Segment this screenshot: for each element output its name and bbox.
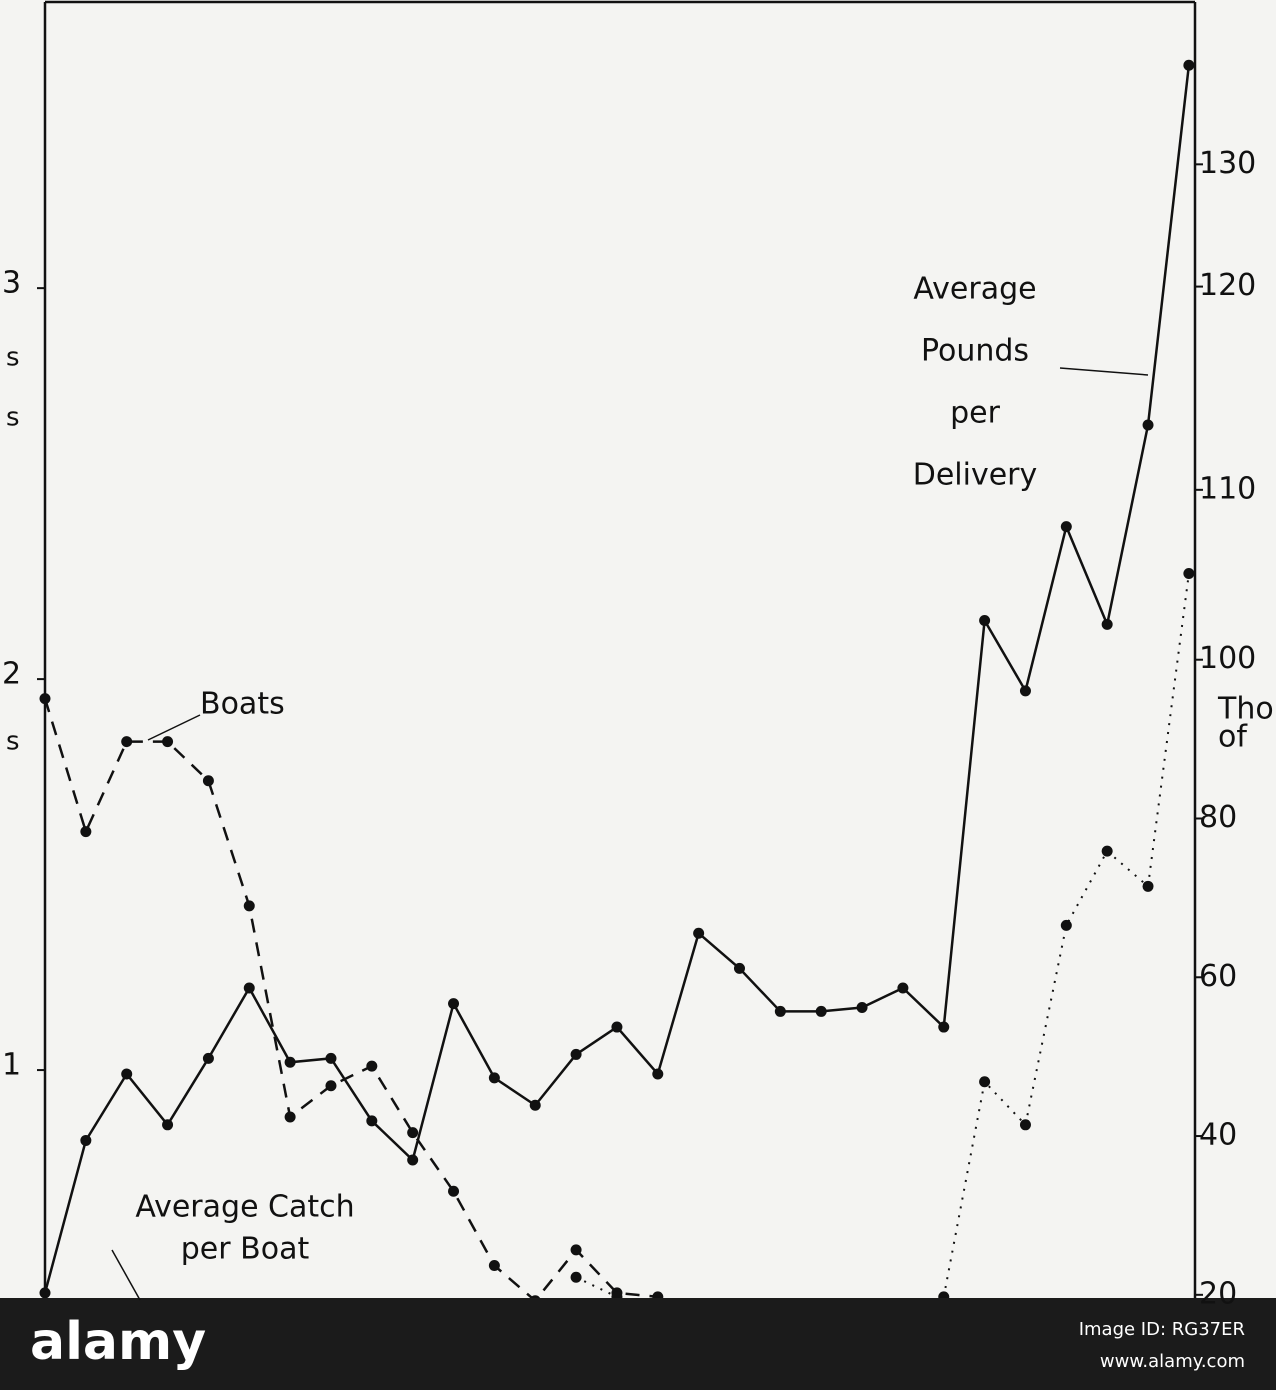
point xyxy=(530,1295,541,1298)
annotation: per xyxy=(950,396,1001,431)
series-line xyxy=(575,1276,618,1298)
point xyxy=(366,1060,378,1072)
watermark-url: www.alamy.com xyxy=(1100,1351,1245,1372)
point xyxy=(243,900,255,912)
point xyxy=(570,1048,582,1060)
point xyxy=(325,1052,337,1064)
annotation-leader xyxy=(1059,367,1149,376)
point xyxy=(39,693,51,705)
y2-tick-label: 40 xyxy=(1199,1118,1237,1153)
point xyxy=(366,1115,378,1127)
point xyxy=(815,1005,827,1017)
point xyxy=(611,1291,623,1298)
point xyxy=(1101,845,1113,857)
point xyxy=(693,927,705,939)
background xyxy=(0,0,1276,1298)
point xyxy=(80,826,92,838)
annotation: of xyxy=(1218,720,1248,755)
point xyxy=(570,1244,582,1256)
point xyxy=(243,982,255,994)
y2-tick-label: 20 xyxy=(1199,1276,1237,1311)
y2-tick-label: 130 xyxy=(1199,146,1256,181)
y2-tick-label: 120 xyxy=(1199,268,1256,303)
point xyxy=(162,736,174,748)
point xyxy=(652,1291,664,1298)
point xyxy=(1019,1119,1031,1131)
point xyxy=(488,1260,500,1272)
point xyxy=(1142,880,1154,892)
point xyxy=(979,614,991,626)
point xyxy=(325,1080,337,1092)
annotation: Pounds xyxy=(921,334,1029,369)
watermark-id: Image ID: RG37ER xyxy=(1079,1319,1245,1340)
annotation: s xyxy=(6,727,20,757)
point xyxy=(284,1056,296,1068)
annotation-leader xyxy=(147,714,201,741)
point xyxy=(1060,919,1072,931)
point xyxy=(938,1291,950,1298)
point xyxy=(897,982,909,994)
point xyxy=(733,962,745,974)
point xyxy=(80,1134,92,1146)
annotation: Boats xyxy=(200,687,285,722)
y2-tick-label: 100 xyxy=(1199,641,1256,676)
point xyxy=(774,1005,786,1017)
point xyxy=(162,1119,174,1131)
point xyxy=(448,998,460,1010)
y2-tick-label: 110 xyxy=(1199,471,1256,506)
point xyxy=(570,1271,582,1283)
point xyxy=(1142,419,1154,431)
point xyxy=(284,1111,296,1123)
point xyxy=(979,1076,991,1088)
point xyxy=(611,1021,623,1033)
y2-tick-label: 80 xyxy=(1199,800,1237,835)
point xyxy=(1019,685,1031,697)
point xyxy=(1183,59,1195,71)
point xyxy=(407,1127,419,1139)
annotation: Average Catch xyxy=(135,1190,354,1225)
point xyxy=(1101,618,1113,630)
point xyxy=(39,1287,51,1298)
annotation: Average xyxy=(913,272,1036,307)
point xyxy=(202,1052,214,1064)
point xyxy=(488,1072,500,1084)
y-tick-label: 2 xyxy=(2,657,21,692)
point xyxy=(121,1068,133,1080)
series-line xyxy=(43,698,658,1298)
point xyxy=(529,1099,541,1111)
point xyxy=(652,1068,664,1080)
watermark-logo: alamy xyxy=(30,1312,206,1372)
plot-area xyxy=(39,59,1195,1298)
annotation: s xyxy=(6,343,20,373)
point xyxy=(202,775,214,787)
point xyxy=(407,1154,419,1166)
point xyxy=(121,736,133,748)
watermark-bar xyxy=(0,1298,1276,1390)
annotation-leader xyxy=(111,1249,141,1301)
point xyxy=(448,1185,460,1197)
annotation: s xyxy=(6,403,20,433)
annotation: Tho xyxy=(1217,692,1274,727)
y-tick-label: 3 xyxy=(2,266,21,301)
annotation: per Boat xyxy=(181,1232,310,1267)
point xyxy=(1183,568,1195,580)
point xyxy=(856,1002,868,1014)
y-tick-label: 1 xyxy=(2,1048,21,1083)
point xyxy=(1060,521,1072,533)
point xyxy=(938,1021,950,1033)
y2-tick-label: 60 xyxy=(1199,959,1237,994)
annotation: Delivery xyxy=(913,458,1038,493)
